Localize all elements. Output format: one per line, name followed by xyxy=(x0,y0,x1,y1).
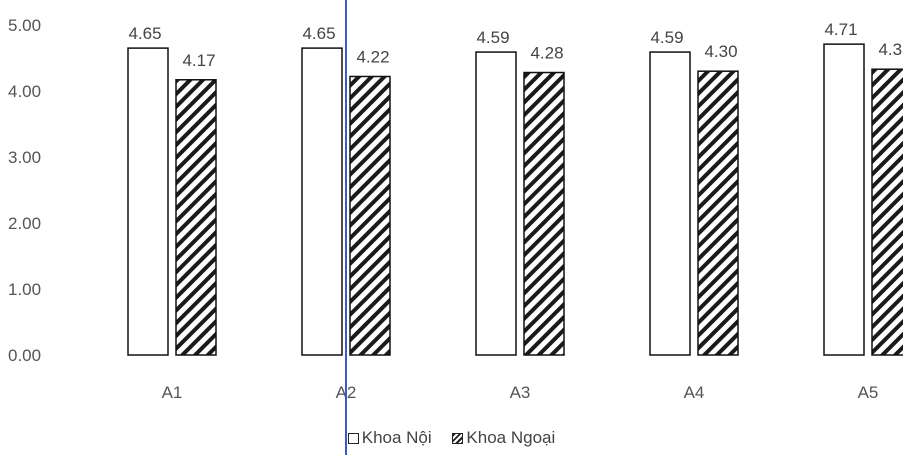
y-tick-label: 5.00 xyxy=(8,16,41,35)
data-label: 4.59 xyxy=(650,28,683,47)
legend-swatch-hatched xyxy=(452,433,463,444)
category-label: A4 xyxy=(684,383,705,402)
category-label: A3 xyxy=(510,383,531,402)
data-label: 4.22 xyxy=(356,47,389,66)
legend-item-khoa-ngoai: Khoa Ngoại xyxy=(452,428,555,448)
data-label: 4.59 xyxy=(476,28,509,47)
bar-khoa-ngoai xyxy=(176,80,216,355)
y-tick-label: 0.00 xyxy=(8,346,41,365)
legend: Khoa Nội Khoa Ngoại xyxy=(0,428,903,449)
data-label: 4.30 xyxy=(704,42,737,61)
bar-khoa-noi xyxy=(302,48,342,355)
y-tick-label: 2.00 xyxy=(8,214,41,233)
legend-label: Khoa Nội xyxy=(362,428,432,448)
bar-khoa-ngoai xyxy=(872,69,903,355)
y-axis: 0.00 1.00 2.00 3.00 4.00 5.00 xyxy=(8,16,41,365)
data-label: 4.71 xyxy=(824,20,857,39)
vertical-marker-line xyxy=(345,0,347,455)
data-label: 4.65 xyxy=(128,24,161,43)
bar-khoa-noi xyxy=(650,52,690,355)
bar-khoa-noi xyxy=(128,48,168,355)
category-label: A5 xyxy=(858,383,879,402)
x-axis: A1A2A3A4A5 xyxy=(162,383,879,402)
bar-khoa-ngoai xyxy=(524,73,564,355)
bar-khoa-ngoai xyxy=(698,71,738,355)
data-label: 4.17 xyxy=(182,51,215,70)
data-label: 4.28 xyxy=(530,44,563,63)
y-tick-label: 4.00 xyxy=(8,82,41,101)
legend-item-khoa-noi: Khoa Nội xyxy=(348,428,432,448)
bar-khoa-noi xyxy=(476,52,516,355)
bar-khoa-noi xyxy=(824,44,864,355)
data-label: 4.33 xyxy=(878,40,903,59)
legend-label: Khoa Ngoại xyxy=(466,428,555,448)
y-tick-label: 3.00 xyxy=(8,148,41,167)
bars xyxy=(128,44,903,355)
legend-swatch-white xyxy=(348,433,359,444)
y-tick-label: 1.00 xyxy=(8,280,41,299)
category-label: A1 xyxy=(162,383,183,402)
data-label: 4.65 xyxy=(302,24,335,43)
bar-khoa-ngoai xyxy=(350,76,390,355)
